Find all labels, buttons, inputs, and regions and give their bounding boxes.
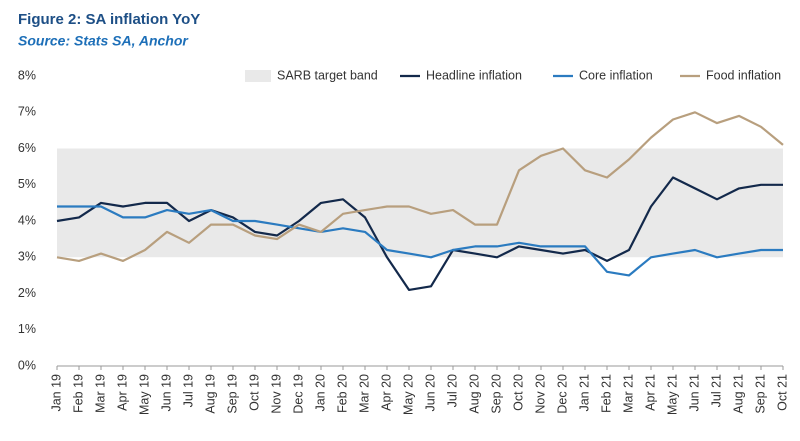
x-tick-label: Oct 21 — [775, 374, 789, 411]
y-tick-label: 7% — [18, 105, 36, 119]
legend-swatch — [245, 70, 271, 82]
x-tick-label: Oct 20 — [511, 374, 525, 411]
x-tick-label: Aug 19 — [203, 374, 217, 414]
y-tick-label: 5% — [18, 177, 36, 191]
x-tick-label: Jul 19 — [181, 374, 195, 407]
x-tick-label: Jul 20 — [445, 374, 459, 407]
x-tick-label: Jun 21 — [687, 374, 701, 412]
x-tick-label: Sep 19 — [225, 374, 239, 414]
series-line — [57, 205, 783, 277]
x-tick-label: Apr 20 — [379, 374, 393, 411]
y-tick-label: 3% — [18, 250, 36, 264]
x-tick-label: Jul 21 — [709, 374, 723, 407]
x-tick-label: Mar 21 — [621, 374, 635, 413]
target-band — [57, 148, 783, 258]
x-tick-label: May 20 — [401, 374, 415, 415]
chart-subtitle: Source: Stats SA, Anchor — [18, 33, 189, 49]
x-tick-label: Jun 19 — [159, 374, 173, 412]
y-tick-label: 2% — [18, 286, 36, 300]
x-tick-label: Jan 19 — [49, 374, 63, 412]
legend-label: SARB target band — [277, 68, 378, 82]
y-tick-label: 6% — [18, 141, 36, 155]
x-tick-label: Sep 20 — [489, 374, 503, 414]
legend-label: Headline inflation — [426, 68, 522, 82]
x-tick-label: May 21 — [665, 374, 679, 415]
x-tick-label: Oct 19 — [247, 374, 261, 411]
x-tick-label: Aug 21 — [731, 374, 745, 414]
y-tick-label: 8% — [18, 68, 36, 82]
x-tick-label: Jan 21 — [577, 374, 591, 412]
x-tick-label: Feb 19 — [71, 374, 85, 413]
x-tick-label: Sep 21 — [753, 374, 767, 414]
y-tick-label: 0% — [18, 358, 36, 372]
x-tick-label: Jun 20 — [423, 374, 437, 412]
chart-title: Figure 2: SA inflation YoY — [18, 11, 200, 28]
x-tick-label: Dec 19 — [291, 374, 305, 414]
x-tick-label: Mar 20 — [357, 374, 371, 413]
x-tick-label: Feb 21 — [599, 374, 613, 413]
x-tick-label: Feb 20 — [335, 374, 349, 413]
y-tick-label: 4% — [18, 213, 36, 227]
y-tick-label: 1% — [18, 322, 36, 336]
x-tick-label: Nov 20 — [533, 374, 547, 414]
legend-label: Core inflation — [579, 68, 653, 82]
x-tick-label: Apr 21 — [643, 374, 657, 411]
x-tick-label: May 19 — [137, 374, 151, 415]
legend-label: Food inflation — [706, 68, 781, 82]
series-line — [56, 111, 784, 262]
x-tick-label: Aug 20 — [467, 374, 481, 414]
x-tick-label: Jan 20 — [313, 374, 327, 412]
x-tick-label: Dec 20 — [555, 374, 569, 414]
x-tick-label: Apr 19 — [115, 374, 129, 411]
x-tick-label: Nov 19 — [269, 374, 283, 414]
x-tick-label: Mar 19 — [93, 374, 107, 413]
